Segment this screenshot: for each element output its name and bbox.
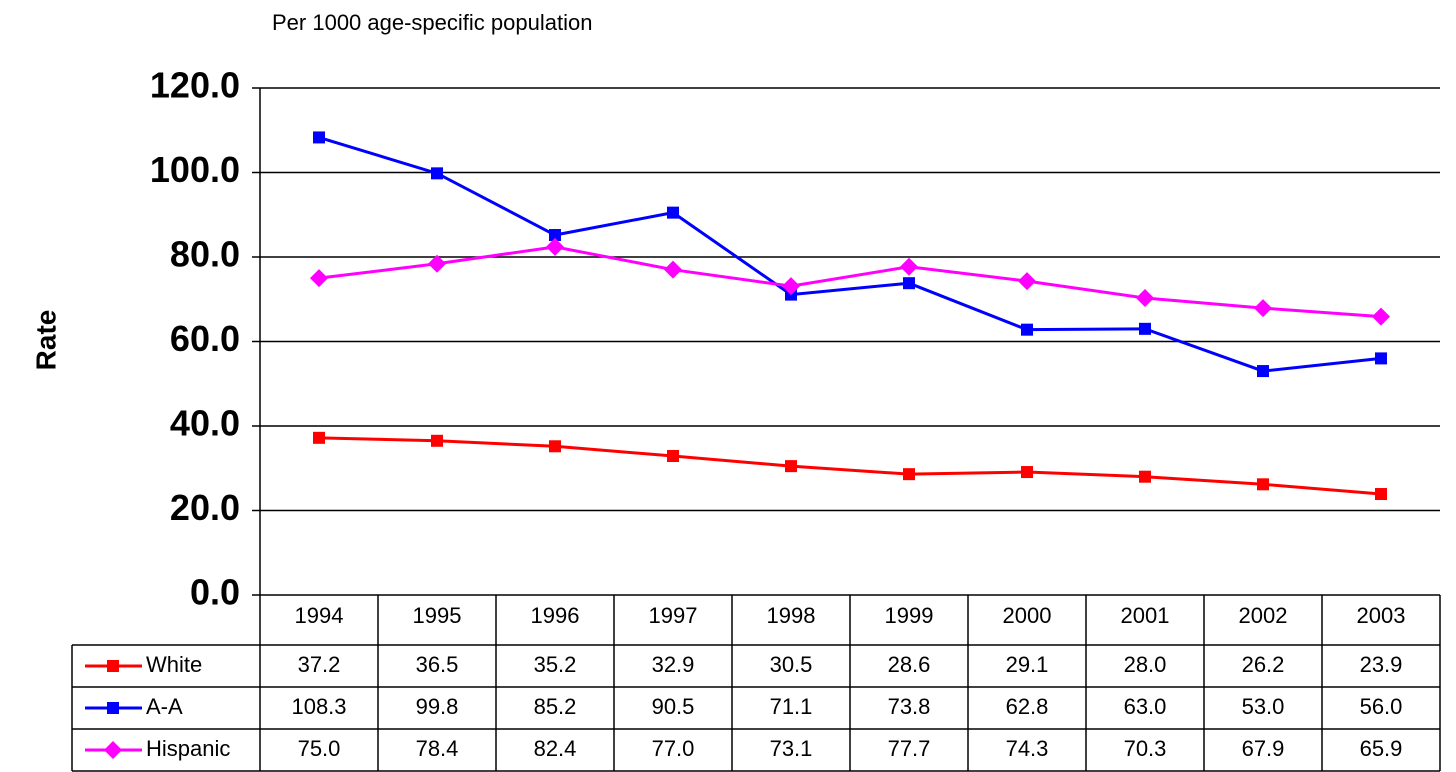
table-cell: 30.5	[770, 652, 813, 677]
table-cell: 71.1	[770, 694, 813, 719]
table-cell: 32.9	[652, 652, 695, 677]
legend-label: White	[146, 652, 202, 677]
data-point	[1139, 322, 1151, 335]
table-cell: 65.9	[1360, 736, 1403, 761]
table-cell: 56.0	[1360, 694, 1403, 719]
table-cell: 90.5	[652, 694, 695, 719]
x-tick-label: 1994	[295, 603, 344, 628]
legend-marker	[104, 741, 122, 759]
table-cell: 36.5	[416, 652, 459, 677]
data-point	[664, 260, 682, 279]
y-tick-label: 60.0	[170, 318, 240, 359]
y-tick-label: 80.0	[170, 234, 240, 275]
data-point	[431, 434, 443, 447]
data-point	[428, 254, 446, 273]
data-point	[903, 277, 915, 290]
x-tick-label: 1995	[413, 603, 462, 628]
data-point	[1136, 288, 1154, 307]
data-point	[313, 131, 325, 144]
table-cell: 35.2	[534, 652, 577, 677]
table-cell: 28.0	[1124, 652, 1167, 677]
y-axis-label: Rate	[30, 310, 61, 371]
table-cell: 73.1	[770, 736, 813, 761]
table-cell: 67.9	[1242, 736, 1285, 761]
data-point	[549, 229, 561, 242]
data-point	[1139, 470, 1151, 483]
table-cell: 99.8	[416, 694, 459, 719]
table-cell: 63.0	[1124, 694, 1167, 719]
x-tick-label: 2002	[1239, 603, 1288, 628]
data-point	[1375, 488, 1387, 501]
table-cell: 53.0	[1242, 694, 1285, 719]
legend-label: A-A	[146, 694, 183, 719]
table-cell: 75.0	[298, 736, 341, 761]
data-point	[667, 206, 679, 219]
table-cell: 70.3	[1124, 736, 1167, 761]
data-point	[900, 257, 918, 276]
data-point	[310, 269, 328, 288]
table-cell: 85.2	[534, 694, 577, 719]
data-point	[1372, 307, 1390, 326]
table-cell: 77.0	[652, 736, 695, 761]
table-cell: 28.6	[888, 652, 931, 677]
data-point	[667, 449, 679, 462]
data-point	[313, 431, 325, 444]
y-tick-label: 20.0	[170, 487, 240, 528]
data-point	[546, 237, 564, 256]
data-point	[903, 468, 915, 481]
x-tick-label: 2003	[1357, 603, 1406, 628]
data-point	[782, 277, 800, 296]
table-cell: 62.8	[1006, 694, 1049, 719]
x-tick-label: 1996	[531, 603, 580, 628]
x-tick-label: 1999	[885, 603, 934, 628]
data-point	[1254, 299, 1272, 318]
series-line	[318, 245, 1382, 319]
data-point	[1021, 323, 1033, 336]
y-tick-label: 100.0	[150, 149, 240, 190]
legend-marker	[107, 702, 119, 714]
table-cell: 77.7	[888, 736, 931, 761]
table-cell: 82.4	[534, 736, 577, 761]
y-tick-label: 0.0	[190, 572, 240, 613]
data-point	[1257, 365, 1269, 378]
data-point	[1021, 466, 1033, 479]
series-line	[318, 436, 1382, 496]
data-point	[1257, 478, 1269, 491]
data-point	[549, 440, 561, 453]
x-tick-label: 2001	[1121, 603, 1170, 628]
data-point	[785, 460, 797, 473]
series-line	[318, 135, 1382, 373]
legend-marker	[107, 660, 119, 672]
chart-title: Per 1000 age-specific population	[272, 10, 592, 35]
data-point	[431, 167, 443, 180]
data-point	[1018, 272, 1036, 291]
table-cell: 26.2	[1242, 652, 1285, 677]
x-tick-label: 1998	[767, 603, 816, 628]
table-cell: 73.8	[888, 694, 931, 719]
table-cell: 23.9	[1360, 652, 1403, 677]
y-tick-label: 40.0	[170, 403, 240, 444]
data-point	[1375, 352, 1387, 365]
table-cell: 108.3	[291, 694, 346, 719]
table-cell: 29.1	[1006, 652, 1049, 677]
y-tick-label: 120.0	[150, 65, 240, 106]
x-tick-label: 1997	[649, 603, 698, 628]
x-tick-label: 2000	[1003, 603, 1052, 628]
table-cell: 37.2	[298, 652, 341, 677]
legend-label: Hispanic	[146, 736, 230, 761]
table-cell: 78.4	[416, 736, 459, 761]
table-cell: 74.3	[1006, 736, 1049, 761]
